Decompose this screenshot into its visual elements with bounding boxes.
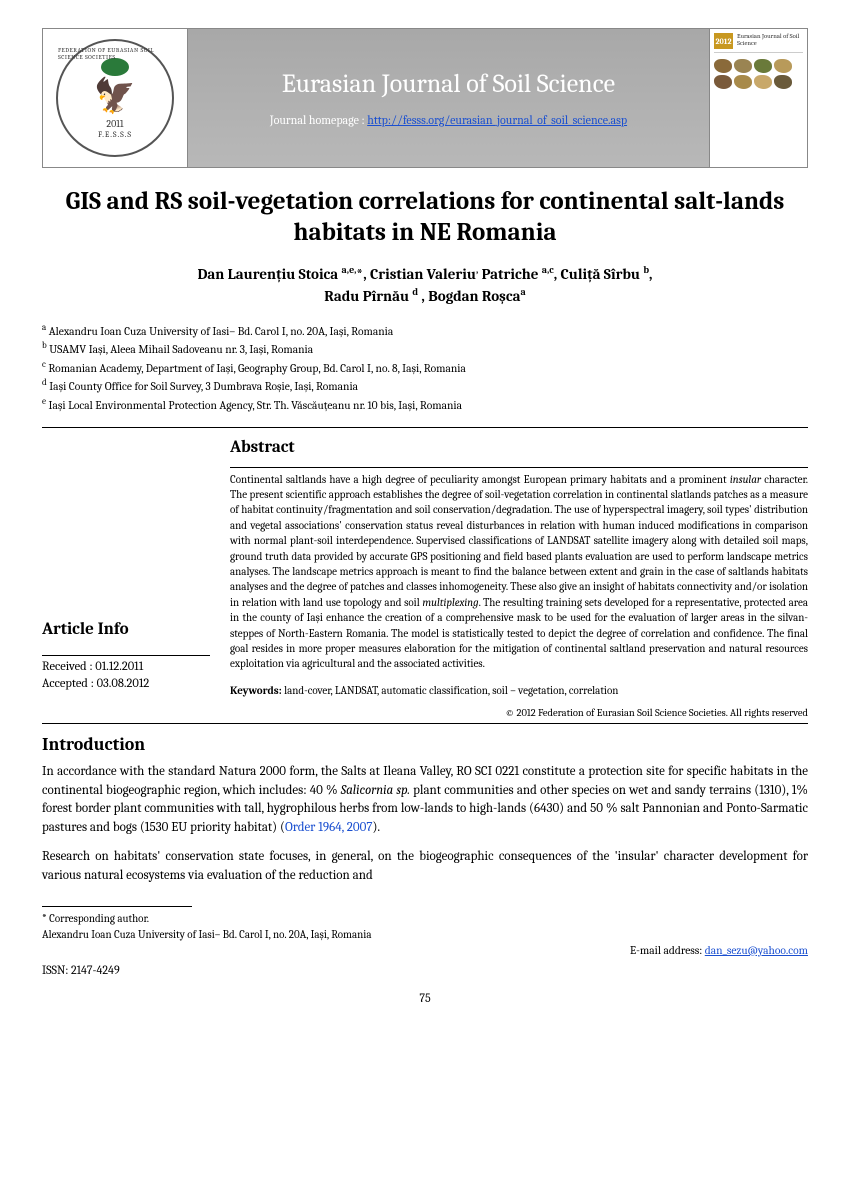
affiliations: a Alexandru Ioan Cuza University of Iasi… [42, 322, 808, 415]
cover-year: 2012 [714, 33, 733, 49]
paper-title: GIS and RS soil-vegetation correlations … [42, 186, 808, 249]
keywords: Keywords: land-cover, LANDSAT, automatic… [230, 684, 808, 697]
society-logo: FEDERATION OF EURASIAN SOIL SCIENCE SOCI… [43, 29, 188, 167]
intro-paragraph-1: In accordance with the standard Natura 2… [42, 763, 808, 838]
page-number: 75 [42, 991, 808, 1005]
journal-title: Eurasian Journal of Soil Science [282, 69, 615, 99]
journal-header-banner: FEDERATION OF EURASIAN SOIL SCIENCE SOCI… [42, 28, 808, 168]
introduction-heading: Introduction [42, 734, 808, 755]
corresponding-author-note: * Corresponding author. [42, 911, 808, 928]
footnotes: * Corresponding author. Alexandru Ioan C… [42, 911, 808, 944]
logo-ring-text: FEDERATION OF EURASIAN SOIL SCIENCE SOCI… [58, 47, 172, 61]
article-info-block: Article Info Received : 01.12.2011 Accep… [42, 620, 210, 691]
accepted-date: Accepted : 03.08.2012 [42, 677, 210, 691]
email-line: E-mail address: dan_sezu@yahoo.com [42, 944, 808, 957]
issn: ISSN: 2147-4249 [42, 963, 808, 977]
copyright-line: © 2012 Federation of Eurasian Soil Scien… [230, 707, 808, 719]
logo-abbr: F.E.S.S.S [98, 130, 132, 139]
email-link[interactable]: dan_sezu@yahoo.com [705, 944, 808, 957]
cover-journal-name: Eurasian Journal of Soil Science [737, 33, 803, 49]
journal-cover-thumbnail: 2012 Eurasian Journal of Soil Science [709, 29, 807, 167]
intro-paragraph-2: Research on habitats' conservation state… [42, 848, 808, 886]
abstract-text: Continental saltlands have a high degree… [230, 472, 808, 672]
article-info-heading: Article Info [42, 620, 210, 639]
abstract-heading: Abstract [230, 438, 808, 457]
logo-year: 2011 [106, 118, 123, 130]
author-list: Dan Laurențiu Stoica a,e,*, Cristian Val… [42, 263, 808, 308]
journal-homepage: Journal homepage : http://fesss.org/eura… [270, 113, 627, 127]
homepage-link[interactable]: http://fesss.org/eurasian_journal_of_soi… [367, 113, 627, 127]
introduction-section: Introduction In accordance with the stan… [42, 734, 808, 886]
corresponding-address: Alexandru Ioan Cuza University of Iasi– … [42, 927, 808, 944]
received-date: Received : 01.12.2011 [42, 660, 210, 674]
